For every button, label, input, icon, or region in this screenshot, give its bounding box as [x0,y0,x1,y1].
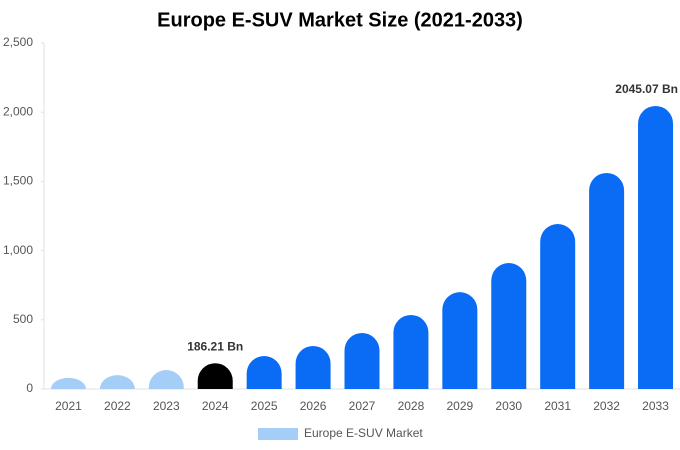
bar [99,375,135,389]
x-tick-label: 2032 [593,399,620,413]
bar [393,314,429,389]
legend-swatch [258,428,298,440]
bar [540,224,576,389]
bar [295,345,331,389]
x-tick-label: 2026 [300,399,327,413]
x-tick-label: 2028 [398,399,425,413]
bar [589,172,625,389]
y-tick-label: 0 [26,381,33,395]
y-tick-label: 500 [13,312,33,326]
y-tick-label: 2,500 [3,35,33,49]
bar [638,105,674,389]
bar [197,363,233,389]
bar [148,370,184,389]
bar [491,263,527,389]
x-tick-label: 2024 [202,399,229,413]
bar [344,332,380,389]
value-label: 186.21 Bn [187,339,243,353]
bar [246,356,282,389]
bar [50,377,86,389]
x-tick-label: 2021 [55,399,82,413]
x-tick-label: 2027 [349,399,376,413]
x-tick-label: 2033 [642,399,669,413]
x-tick-label: 2031 [544,399,571,413]
x-tick-label: 2023 [153,399,180,413]
y-tick-label: 1,500 [3,174,33,188]
y-tick-label: 1,000 [3,243,33,257]
bar [442,292,478,389]
x-tick-label: 2022 [104,399,131,413]
legend-label: Europe E-SUV Market [304,426,423,440]
chart-title: Europe E-SUV Market Size (2021-2033) [157,9,523,31]
x-tick-label: 2025 [251,399,278,413]
x-tick-label: 2029 [446,399,473,413]
value-label: 2045.07 Bn [615,82,678,96]
x-tick-label: 2030 [495,399,522,413]
y-tick-label: 2,000 [3,104,33,118]
